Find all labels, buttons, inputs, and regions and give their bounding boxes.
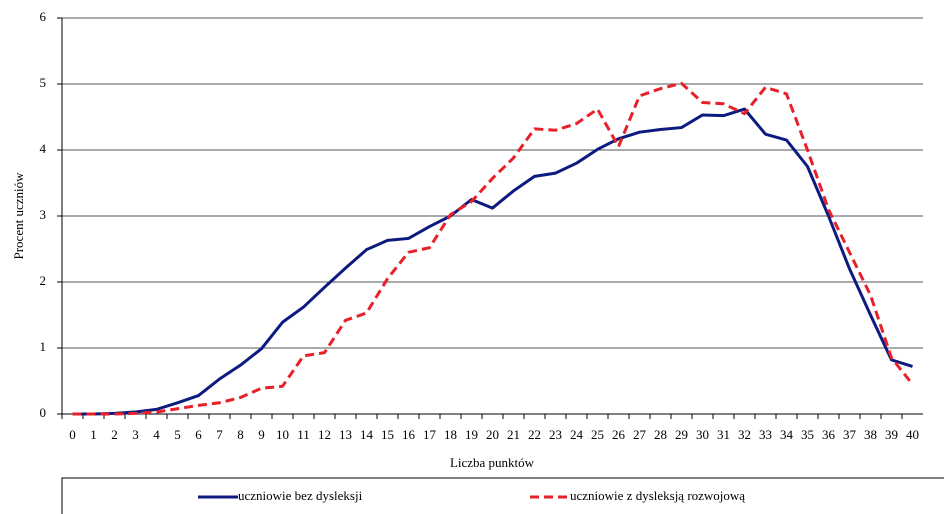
x-tick-label: 1 [90, 427, 97, 442]
x-tick-label: 23 [549, 427, 562, 442]
x-tick-label: 3 [132, 427, 139, 442]
x-tick-label: 15 [381, 427, 394, 442]
x-tick-label: 26 [612, 427, 626, 442]
x-tick-label: 22 [528, 427, 541, 442]
x-tick-label: 39 [885, 427, 898, 442]
x-tick-label: 7 [216, 427, 223, 442]
x-tick-label: 20 [486, 427, 499, 442]
x-tick-label: 27 [633, 427, 647, 442]
x-tick-label: 0 [69, 427, 76, 442]
x-tick-label: 30 [696, 427, 709, 442]
x-tick-label: 18 [444, 427, 457, 442]
x-tick-label: 10 [276, 427, 289, 442]
x-tick-label: 16 [402, 427, 416, 442]
x-tick-label: 36 [822, 427, 836, 442]
x-tick-label: 4 [153, 427, 160, 442]
x-tick-label: 33 [759, 427, 772, 442]
y-tick-label: 3 [40, 207, 47, 222]
y-tick-label: 6 [40, 9, 47, 24]
x-tick-label: 32 [738, 427, 751, 442]
x-tick-label: 6 [195, 427, 202, 442]
x-tick-label: 37 [843, 427, 857, 442]
series-line [72, 107, 913, 416]
legend-label: uczniowie z dysleksją rozwojową [570, 488, 745, 503]
x-tick-label: 31 [717, 427, 730, 442]
x-tick-label: 12 [318, 427, 331, 442]
x-tick-label: 11 [297, 427, 310, 442]
x-tick-label: 34 [780, 427, 794, 442]
y-tick-label: 2 [40, 273, 47, 288]
y-tick-label: 0 [40, 405, 47, 420]
x-tick-label: 40 [906, 427, 919, 442]
x-tick-label: 29 [675, 427, 688, 442]
x-tick-label: 21 [507, 427, 520, 442]
x-tick-label: 38 [864, 427, 877, 442]
x-tick-label: 28 [654, 427, 667, 442]
legend-box [61, 477, 944, 514]
series-line [72, 81, 914, 416]
y-tick-label: 5 [40, 75, 47, 90]
x-tick-label: 8 [237, 427, 244, 442]
x-tick-label: 2 [111, 427, 118, 442]
x-axis-label: Liczba punktów [450, 455, 535, 470]
x-tick-label: 5 [174, 427, 181, 442]
x-tick-label: 13 [339, 427, 352, 442]
y-axis-label: Procent uczniów [11, 172, 26, 260]
x-tick-label: 14 [360, 427, 374, 442]
x-tick-label: 19 [465, 427, 478, 442]
x-tick-label: 25 [591, 427, 604, 442]
y-tick-label: 4 [40, 141, 47, 156]
legend-label: uczniowie bez dysleksji [238, 488, 363, 503]
x-tick-label: 24 [570, 427, 584, 442]
y-tick-label: 1 [40, 339, 47, 354]
x-tick-label: 17 [423, 427, 437, 442]
x-tick-label: 35 [801, 427, 814, 442]
x-tick-label: 9 [258, 427, 265, 442]
